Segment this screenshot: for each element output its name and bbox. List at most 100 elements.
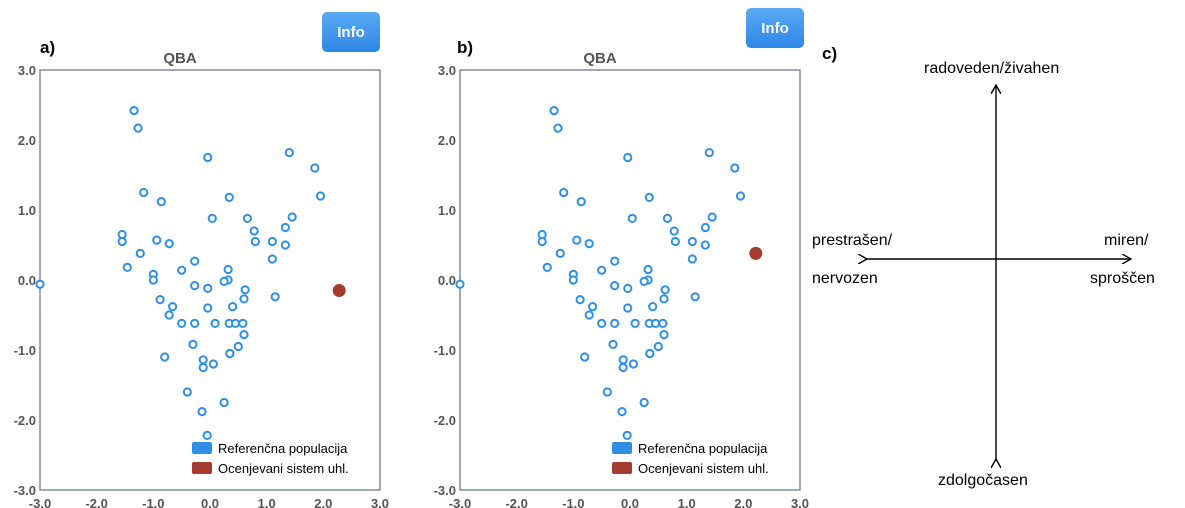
reference-point — [730, 163, 740, 173]
reference-point — [219, 276, 229, 286]
axis-label-left-2: nervozen — [812, 270, 878, 287]
reference-point — [623, 303, 633, 313]
chart-title: QBA — [583, 50, 617, 67]
reference-point — [239, 330, 249, 340]
reference-point — [197, 407, 207, 417]
reference-point — [168, 302, 178, 312]
reference-point — [707, 212, 717, 222]
axis-label-right-2: sproščen — [1090, 270, 1155, 287]
reference-point — [160, 352, 170, 362]
reference-point — [575, 295, 585, 305]
reference-point — [659, 330, 669, 340]
reference-point — [622, 430, 632, 440]
x-tick-label: 0.0 — [621, 496, 639, 508]
reference-point — [224, 192, 234, 202]
reference-point — [198, 362, 208, 373]
reference-point — [203, 303, 213, 313]
reference-point — [643, 264, 653, 275]
reference-point — [133, 123, 143, 133]
reference-point — [239, 294, 249, 304]
reference-point — [249, 226, 259, 236]
reference-point — [270, 292, 280, 302]
reference-point — [645, 348, 655, 359]
reference-point — [576, 197, 586, 207]
reference-point — [242, 213, 252, 223]
legend-label-reference: Referenčna populacija — [218, 441, 348, 456]
reference-point — [623, 283, 633, 293]
reference-point — [630, 318, 640, 328]
y-tick-label: 0.0 — [438, 273, 456, 288]
evaluated-system-point — [749, 246, 763, 260]
reference-point — [164, 310, 174, 320]
reference-point — [704, 148, 714, 158]
panel-label-c: c) — [822, 44, 838, 63]
panel-label-b: b) — [457, 38, 474, 57]
reference-point — [208, 359, 218, 369]
reference-point — [238, 318, 248, 328]
legend-swatch-evaluated — [612, 462, 632, 474]
reference-point — [190, 318, 200, 328]
reference-point — [687, 236, 697, 247]
reference-point — [190, 256, 200, 266]
reference-point — [156, 197, 166, 207]
reference-point — [152, 235, 162, 245]
y-tick-label: 1.0 — [18, 203, 36, 218]
reference-point — [584, 239, 594, 249]
x-tick-label: -3.0 — [449, 496, 471, 508]
y-tick-label: 3.0 — [18, 63, 36, 78]
x-tick-label: 1.0 — [258, 496, 276, 508]
reference-point — [559, 187, 569, 198]
y-tick-label: 2.0 — [18, 133, 36, 148]
reference-point — [203, 283, 213, 293]
reference-point — [190, 281, 200, 291]
reference-point — [660, 285, 670, 295]
panel-label-a: a) — [40, 38, 56, 57]
reference-point — [240, 285, 250, 295]
reference-point — [618, 362, 628, 373]
chart-title: QBA — [163, 50, 197, 67]
y-tick-label: 0.0 — [18, 273, 36, 288]
reference-point — [228, 302, 238, 312]
reference-point — [315, 191, 326, 201]
reference-point — [648, 302, 658, 312]
legend-label-evaluated: Ocenjevani sistem uhl. — [638, 461, 769, 476]
x-tick-label: -3.0 — [29, 496, 51, 508]
reference-point — [687, 254, 697, 264]
y-tick-label: -3.0 — [434, 483, 456, 498]
y-tick-label: -2.0 — [14, 413, 36, 428]
legend-swatch-evaluated — [192, 462, 212, 474]
reference-point — [233, 341, 243, 352]
y-tick-label: 3.0 — [438, 63, 456, 78]
reference-point — [207, 213, 217, 223]
info-button-b[interactable]: Info — [746, 8, 804, 48]
reference-point — [117, 236, 127, 247]
scatter-chart-a: QBA 3.0 2.0 1.0 0.0 -1.0 -2.0 -3.0-3.0 -2.0 -1.0 0… — [14, 50, 389, 508]
reference-point — [653, 341, 663, 352]
evaluated-system-point — [332, 284, 346, 297]
reference-point — [287, 212, 297, 222]
reference-point — [219, 397, 229, 408]
y-tick-label: 2.0 — [438, 133, 456, 148]
reference-point — [35, 279, 45, 289]
reference-point — [639, 276, 649, 286]
reference-point — [639, 397, 649, 408]
reference-point — [225, 348, 235, 359]
reference-point — [182, 387, 192, 397]
reference-point — [617, 407, 627, 417]
x-tick-label: 0.0 — [201, 496, 219, 508]
info-button-a[interactable]: Info — [322, 12, 380, 52]
reference-point — [610, 281, 620, 291]
reference-point — [280, 222, 290, 233]
x-tick-label: 2.0 — [734, 496, 752, 508]
reference-point — [588, 302, 598, 312]
reference-point — [267, 254, 277, 264]
legend-swatch-reference — [192, 442, 212, 454]
reference-point — [670, 236, 680, 247]
reference-point — [669, 226, 679, 236]
reference-point — [608, 339, 618, 349]
reference-point — [690, 292, 700, 302]
reference-point — [148, 275, 158, 285]
x-tick-label: 1.0 — [678, 496, 696, 508]
x-tick-label: -1.0 — [142, 496, 164, 508]
